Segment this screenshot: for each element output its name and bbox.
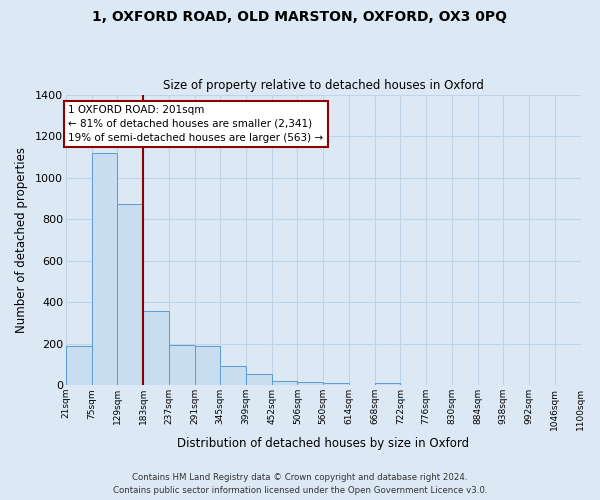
Text: 1, OXFORD ROAD, OLD MARSTON, OXFORD, OX3 0PQ: 1, OXFORD ROAD, OLD MARSTON, OXFORD, OX3…	[92, 10, 508, 24]
Text: 1 OXFORD ROAD: 201sqm
← 81% of detached houses are smaller (2,341)
19% of semi-d: 1 OXFORD ROAD: 201sqm ← 81% of detached …	[68, 105, 323, 143]
Bar	[92, 152, 118, 385]
Bar	[246, 374, 272, 385]
Bar	[272, 381, 298, 385]
Bar	[220, 366, 246, 385]
Title: Size of property relative to detached houses in Oxford: Size of property relative to detached ho…	[163, 79, 484, 92]
Bar	[298, 382, 323, 385]
X-axis label: Distribution of detached houses by size in Oxford: Distribution of detached houses by size …	[177, 437, 469, 450]
Bar	[323, 383, 349, 385]
Bar	[143, 312, 169, 385]
Bar	[66, 346, 92, 385]
Bar	[194, 346, 220, 385]
Y-axis label: Number of detached properties: Number of detached properties	[15, 147, 28, 333]
Bar	[169, 344, 194, 385]
Text: Contains HM Land Registry data © Crown copyright and database right 2024.
Contai: Contains HM Land Registry data © Crown c…	[113, 474, 487, 495]
Bar	[118, 204, 143, 385]
Bar	[374, 383, 400, 385]
